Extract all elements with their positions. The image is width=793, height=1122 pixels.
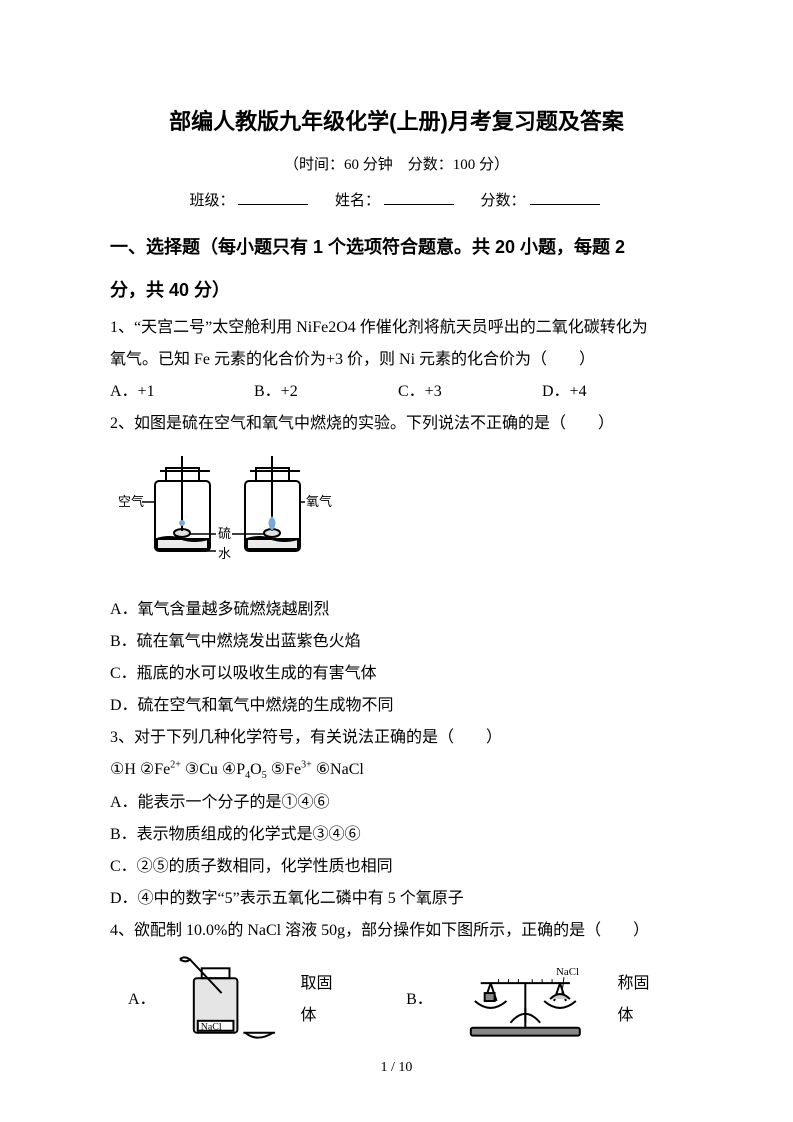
q4-A-label: 取固体	[301, 968, 349, 1032]
q3-sub5: 5	[262, 771, 267, 782]
label-water: 水	[218, 546, 231, 561]
section-1-heading-line2: 分，共 40 分）	[110, 269, 683, 312]
student-fill-row: 班级： 姓名： 分数：	[110, 186, 683, 216]
mark-blank[interactable]	[530, 189, 600, 205]
take-solid-icon: NaCl	[174, 953, 283, 1048]
name-label: 姓名：	[335, 193, 380, 209]
svg-text:NaCl: NaCl	[556, 966, 579, 978]
q4-B-label: 称固体	[617, 968, 665, 1032]
label-oxy: 氧气	[306, 494, 332, 509]
q1-optA: A．+1	[110, 376, 250, 408]
q3-subO: O	[250, 761, 262, 778]
q2-stem: 2、如图是硫在空气和氧气中燃烧的实验。下列说法不正确的是（ ）	[110, 408, 683, 440]
q3-sym-b: ③Cu ④P	[185, 761, 245, 778]
label-sulfur: 硫	[218, 526, 231, 541]
q4-stem: 4、欲配制 10.0%的 NaCl 溶液 50g，部分操作如下图所示，正确的是（…	[110, 915, 683, 947]
section-1-heading-line1: 一、选择题（每小题只有 1 个选项符合题意。共 20 小题，每题 2	[110, 226, 683, 269]
q4-B-prefix: B．	[406, 984, 433, 1016]
q3-sup3p: 3+	[301, 760, 312, 771]
time-label: （时间：60 分钟	[284, 157, 393, 173]
exam-page: 部编人教版九年级化学(上册)月考复习题及答案 （时间：60 分钟 分数：100 …	[0, 0, 793, 1122]
svg-text:NaCl: NaCl	[200, 1021, 221, 1032]
q2-C: C．瓶底的水可以吸收生成的有害气体	[110, 658, 683, 690]
mark-label: 分数：	[481, 193, 526, 209]
q4-figure-row: A． NaCl 取固体 B．	[110, 953, 683, 1048]
q4-A-prefix: A．	[128, 984, 156, 1016]
sulfur-combustion-icon: 空气 氧气 硫 水	[110, 446, 340, 576]
q3-symbols: ①H ②Fe2+ ③Cu ④P4O5 ⑤Fe3+ ⑥NaCl	[110, 754, 683, 786]
q3-sym-a: ①H ②Fe	[110, 761, 170, 778]
q3-C: C．②⑤的质子数相同，化学性质也相同	[110, 851, 683, 883]
q3-stem: 3、对于下列几种化学符号，有关说法正确的是（ ）	[110, 722, 683, 754]
q3-A: A．能表示一个分子的是①④⑥	[110, 787, 683, 819]
q2-D: D．硫在空气和氧气中燃烧的生成物不同	[110, 690, 683, 722]
q1-optB: B．+2	[254, 376, 394, 408]
q2-A: A．氧气含量越多硫燃烧越剧烈	[110, 594, 683, 626]
q3-sym-c: ⑤Fe	[271, 761, 301, 778]
name-blank[interactable]	[384, 189, 454, 205]
page-title: 部编人教版九年级化学(上册)月考复习题及答案	[110, 100, 683, 144]
q3-B: B．表示物质组成的化学式是③④⑥	[110, 819, 683, 851]
q1-optC: C．+3	[398, 376, 538, 408]
page-number: 1 / 10	[0, 1054, 793, 1082]
q1-line1: 1、“天宫二号”太空舱利用 NiFe2O4 作催化剂将航天员呼出的二氧化碳转化为	[110, 312, 683, 344]
q2-figure: 空气 氧气 硫 水	[110, 446, 683, 588]
weigh-solid-icon: NaCl	[451, 953, 600, 1048]
q3-sym-d: ⑥NaCl	[316, 761, 364, 778]
label-air: 空气	[118, 494, 144, 509]
class-label: 班级：	[189, 193, 234, 209]
q3-D: D．④中的数字“5”表示五氧化二磷中有 5 个氧原子	[110, 883, 683, 915]
class-blank[interactable]	[238, 189, 308, 205]
exam-meta: （时间：60 分钟 分数：100 分）	[110, 150, 683, 180]
q1-options: A．+1 B．+2 C．+3 D．+4	[110, 376, 683, 408]
q1-optD: D．+4	[542, 376, 682, 408]
score-label: 分数：100 分）	[408, 157, 509, 173]
q1-line2: 氧气。已知 Fe 元素的化合价为+3 价，则 Ni 元素的化合价为（ ）	[110, 344, 683, 376]
q2-B: B．硫在氧气中燃烧发出蓝紫色火焰	[110, 626, 683, 658]
q3-sup2p: 2+	[170, 760, 181, 771]
